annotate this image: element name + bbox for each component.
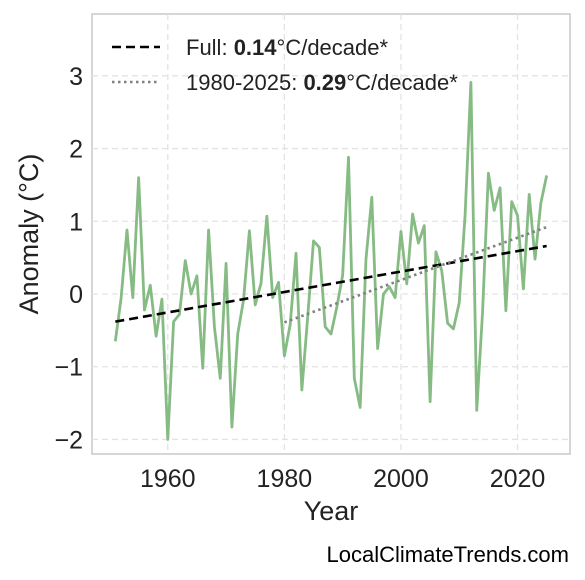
y-axis: −2 −1 0 1 2 3 [54, 63, 83, 455]
legend-entry: Full: 0.14°C/decade* [186, 35, 388, 60]
legend: Full: 0.14°C/decade*1980-2025: 0.29°C/de… [112, 35, 458, 95]
y-axis-title: Anomaly (°C) [14, 154, 44, 315]
x-axis: 1960 1980 2000 2020 [140, 465, 545, 493]
y-tick-label: 2 [69, 136, 83, 164]
x-tick-label: 1980 [257, 465, 313, 493]
source-label: LocalClimateTrends.com [326, 542, 570, 567]
legend-prefix: 1980-2025: [186, 70, 303, 95]
legend-trend-value: 0.29 [303, 70, 346, 95]
series-layer [113, 80, 549, 441]
y-tick-label: 0 [69, 281, 83, 309]
full-trend-line [115, 244, 547, 323]
x-axis-title: Year [304, 496, 359, 526]
legend-suffix: °C/decade* [346, 70, 458, 95]
x-tick-label: 1960 [140, 465, 196, 493]
legend-suffix: °C/decade* [277, 35, 389, 60]
anomaly-line [113, 80, 549, 441]
legend-prefix: Full: [186, 35, 234, 60]
y-tick-label: −2 [54, 426, 83, 454]
legend-trend-value: 0.14 [234, 35, 278, 60]
y-tick-label: −1 [54, 354, 83, 382]
y-tick-label: 3 [69, 63, 83, 91]
recent-trend-line [283, 225, 548, 324]
y-tick-label: 1 [69, 208, 83, 236]
x-tick-label: 2000 [373, 465, 429, 493]
x-tick-label: 2020 [490, 465, 546, 493]
legend-entry: 1980-2025: 0.29°C/decade* [186, 70, 458, 95]
